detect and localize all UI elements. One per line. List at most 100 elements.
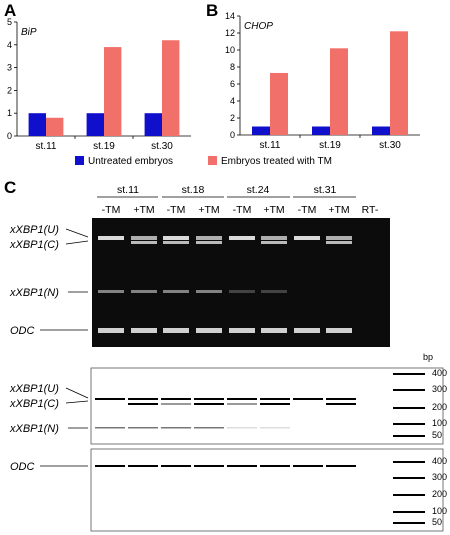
ladder-label: 200	[432, 402, 447, 412]
gel-band-n	[261, 290, 287, 293]
gel-band-odc	[326, 328, 352, 333]
bar-untreated	[28, 113, 46, 136]
stage-label: st.18	[182, 184, 205, 196]
ladder-label: 400	[432, 368, 447, 378]
gel-band-n	[163, 290, 189, 293]
schematic-band-odc	[161, 465, 191, 467]
ladder-label: 400	[432, 456, 447, 466]
gel-band-n	[196, 290, 222, 293]
ladder-label: 300	[432, 472, 447, 482]
y-tick-label: 8	[230, 62, 235, 72]
ladder-label: 200	[432, 489, 447, 499]
chart-bip: BiP 0 1 2 3 4 5 st.11 st.19 st.30	[7, 17, 191, 152]
schematic-band-odc	[227, 465, 257, 467]
legend-label-untreated: Untreated embryos	[88, 156, 173, 167]
x-tick-label: st.19	[93, 141, 115, 152]
ladder-label: 50	[432, 517, 442, 527]
gel-band-odc	[131, 328, 157, 333]
bar-untreated	[312, 126, 330, 135]
bar-untreated	[252, 126, 270, 135]
gel-band-u	[229, 236, 255, 240]
schematic-band-c	[194, 403, 224, 405]
ladder-band	[393, 373, 425, 375]
schematic-band-u	[95, 398, 125, 400]
lane-label: +TM	[198, 204, 219, 216]
gel-band-u	[261, 236, 287, 240]
gel-band-u	[163, 236, 189, 240]
gel-band-odc	[294, 328, 320, 333]
label-xbp1-n-schematic: xXBP1(N)	[9, 423, 59, 435]
y-tick-label: 2	[230, 113, 235, 123]
ladder-band	[393, 389, 425, 391]
y-tick-label: 0	[7, 131, 12, 141]
label-xbp1-c-schematic: xXBP1(C)	[9, 398, 59, 410]
schematic-gel-odc	[90, 448, 444, 532]
x-tick-label: st.30	[151, 141, 173, 152]
gel-band-n	[131, 290, 157, 293]
schematic-band-odc	[95, 465, 125, 467]
gel-band-c	[196, 241, 222, 244]
stage-label: st.31	[314, 184, 337, 196]
arrow-xbp1-c-schematic	[65, 400, 89, 404]
ladder-band	[393, 511, 425, 513]
ladder-band	[393, 477, 425, 479]
gel-stage-headers: st.11 st.18 st.24 st.31	[97, 184, 356, 198]
schematic-band-odc	[194, 465, 224, 467]
lane-label: RT-	[362, 204, 379, 216]
lane-label: +TM	[263, 204, 284, 216]
schematic-gel-xbp1	[90, 367, 444, 445]
chart-title: BiP	[21, 27, 37, 38]
gel-band-u	[326, 236, 352, 240]
schematic-band-odc	[293, 465, 323, 467]
label-odc: ODC	[10, 325, 35, 337]
bar-treated	[46, 117, 64, 136]
schematic-band-n	[161, 427, 191, 429]
y-tick-label: 6	[230, 79, 235, 89]
x-tick-label: st.19	[319, 140, 341, 151]
bp-unit-label: bp	[423, 352, 433, 362]
lane-label: -TM	[233, 204, 252, 216]
bar-treated	[390, 31, 408, 135]
lane-label: +TM	[328, 204, 349, 216]
label-xbp1-n: xXBP1(N)	[9, 287, 59, 299]
y-tick-label: 14	[225, 11, 235, 21]
ladder-band	[393, 522, 425, 524]
stage-label: st.11	[117, 184, 139, 196]
y-tick-label: 0	[230, 130, 235, 140]
bar-untreated	[144, 113, 162, 136]
schematic-band-n	[95, 427, 125, 429]
label-xbp1-u: xXBP1(U)	[9, 224, 59, 236]
lane-label: +TM	[133, 204, 154, 216]
y-tick-label: 2	[7, 85, 12, 95]
gel-band-n	[98, 290, 124, 293]
chart-title: CHOP	[244, 21, 273, 32]
lane-label: -TM	[167, 204, 186, 216]
y-tick-label: 5	[7, 17, 12, 27]
schematic-band-u	[161, 398, 191, 400]
ladder-band	[393, 435, 425, 437]
ladder-label: 100	[432, 506, 447, 516]
schematic-band-n	[194, 427, 224, 429]
gel-band-c	[261, 241, 287, 244]
x-tick-label: st.11	[36, 141, 57, 152]
label-xbp1-c: xXBP1(C)	[9, 239, 59, 251]
schematic-band-u	[260, 398, 290, 400]
bar-untreated	[86, 113, 104, 136]
gel-band-odc	[98, 328, 124, 333]
gel-band-c	[326, 241, 352, 244]
lane-label: -TM	[298, 204, 317, 216]
gel-band-odc	[196, 328, 222, 333]
bar-treated	[270, 72, 288, 135]
schematic-band-c	[260, 403, 290, 405]
x-tick-label: st.30	[379, 140, 401, 151]
ladder-band	[393, 494, 425, 496]
gel-band-odc	[229, 328, 255, 333]
schematic-band-odc	[326, 465, 356, 467]
bar-treated	[104, 47, 122, 136]
schematic-band-n	[128, 427, 158, 429]
y-tick-label: 12	[225, 28, 235, 38]
y-tick-label: 4	[7, 40, 12, 50]
legend-label-treated: Embryos treated with TM	[221, 156, 332, 167]
